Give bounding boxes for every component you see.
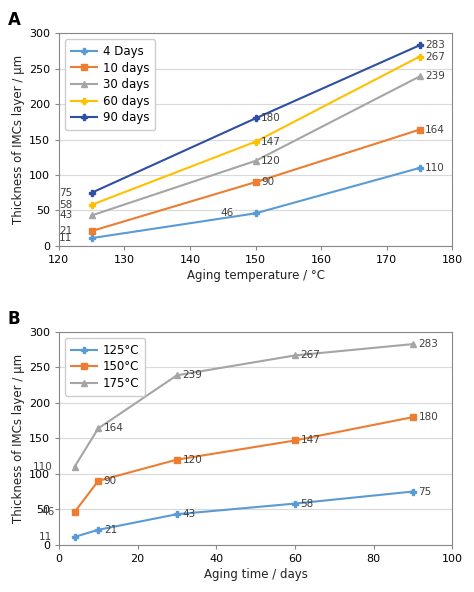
90 days bbox=[89, 189, 94, 197]
Text: A: A bbox=[8, 11, 20, 29]
Text: 43: 43 bbox=[59, 210, 72, 220]
Text: 75: 75 bbox=[419, 487, 432, 497]
Text: 110: 110 bbox=[425, 163, 445, 173]
125°C bbox=[95, 526, 101, 533]
Text: B: B bbox=[8, 310, 20, 328]
Text: 46: 46 bbox=[220, 208, 233, 218]
150°C bbox=[72, 509, 77, 516]
Text: 267: 267 bbox=[425, 52, 445, 62]
Text: 21: 21 bbox=[59, 226, 72, 236]
175°C bbox=[72, 463, 77, 470]
4 Days bbox=[89, 234, 94, 242]
Text: 58: 58 bbox=[59, 200, 72, 210]
Legend: 125°C, 150°C, 175°C: 125°C, 150°C, 175°C bbox=[65, 338, 145, 396]
Line: 150°C: 150°C bbox=[71, 414, 417, 516]
175°C bbox=[292, 352, 298, 359]
Text: 120: 120 bbox=[261, 156, 281, 166]
90 days bbox=[253, 115, 258, 122]
Text: 267: 267 bbox=[301, 350, 320, 361]
90 days bbox=[417, 42, 422, 49]
Line: 175°C: 175°C bbox=[71, 340, 417, 470]
150°C bbox=[410, 414, 416, 421]
125°C bbox=[174, 511, 180, 518]
Text: 147: 147 bbox=[301, 436, 320, 446]
Text: 164: 164 bbox=[104, 423, 124, 433]
125°C bbox=[410, 488, 416, 495]
Line: 90 days: 90 days bbox=[88, 42, 423, 196]
Text: 21: 21 bbox=[104, 525, 117, 535]
150°C bbox=[292, 437, 298, 444]
30 days bbox=[89, 212, 94, 219]
Text: 283: 283 bbox=[419, 339, 438, 349]
Line: 30 days: 30 days bbox=[88, 73, 423, 219]
Text: 164: 164 bbox=[425, 125, 445, 134]
X-axis label: Aging temperature / °C: Aging temperature / °C bbox=[187, 269, 325, 282]
150°C bbox=[95, 477, 101, 484]
Text: 147: 147 bbox=[261, 137, 281, 147]
Text: 120: 120 bbox=[182, 455, 202, 465]
4 Days bbox=[417, 165, 422, 172]
Y-axis label: Thickness of IMCs layer / μm: Thickness of IMCs layer / μm bbox=[11, 55, 25, 224]
10 days bbox=[417, 126, 422, 133]
Line: 4 Days: 4 Days bbox=[88, 165, 423, 242]
175°C bbox=[174, 372, 180, 379]
Text: 58: 58 bbox=[301, 498, 314, 509]
Line: 60 days: 60 days bbox=[88, 53, 423, 208]
Text: 46: 46 bbox=[42, 507, 55, 517]
125°C bbox=[72, 533, 77, 540]
Legend: 4 Days, 10 days, 30 days, 60 days, 90 days: 4 Days, 10 days, 30 days, 60 days, 90 da… bbox=[65, 39, 155, 130]
60 days bbox=[89, 201, 94, 208]
Text: 283: 283 bbox=[425, 40, 445, 50]
Text: 11: 11 bbox=[39, 532, 53, 542]
Y-axis label: Thickness of IMCs layer / μm: Thickness of IMCs layer / μm bbox=[11, 354, 25, 523]
X-axis label: Aging time / days: Aging time / days bbox=[204, 568, 308, 581]
Text: 90: 90 bbox=[261, 177, 274, 187]
Text: 75: 75 bbox=[59, 188, 72, 198]
Text: 11: 11 bbox=[59, 233, 72, 243]
Text: 90: 90 bbox=[104, 476, 117, 486]
30 days bbox=[253, 157, 258, 165]
4 Days bbox=[253, 210, 258, 217]
30 days bbox=[417, 73, 422, 80]
Text: 180: 180 bbox=[261, 113, 281, 123]
60 days bbox=[417, 53, 422, 60]
60 days bbox=[253, 138, 258, 145]
150°C bbox=[174, 456, 180, 463]
10 days bbox=[89, 227, 94, 234]
Text: 239: 239 bbox=[182, 370, 202, 380]
Text: 110: 110 bbox=[33, 462, 53, 472]
175°C bbox=[95, 425, 101, 432]
175°C bbox=[410, 340, 416, 348]
Text: 43: 43 bbox=[182, 509, 196, 519]
Text: 239: 239 bbox=[425, 72, 445, 82]
125°C bbox=[292, 500, 298, 507]
Text: 180: 180 bbox=[419, 412, 438, 422]
10 days bbox=[253, 179, 258, 186]
Line: 125°C: 125°C bbox=[71, 488, 417, 540]
Line: 10 days: 10 days bbox=[88, 126, 423, 234]
